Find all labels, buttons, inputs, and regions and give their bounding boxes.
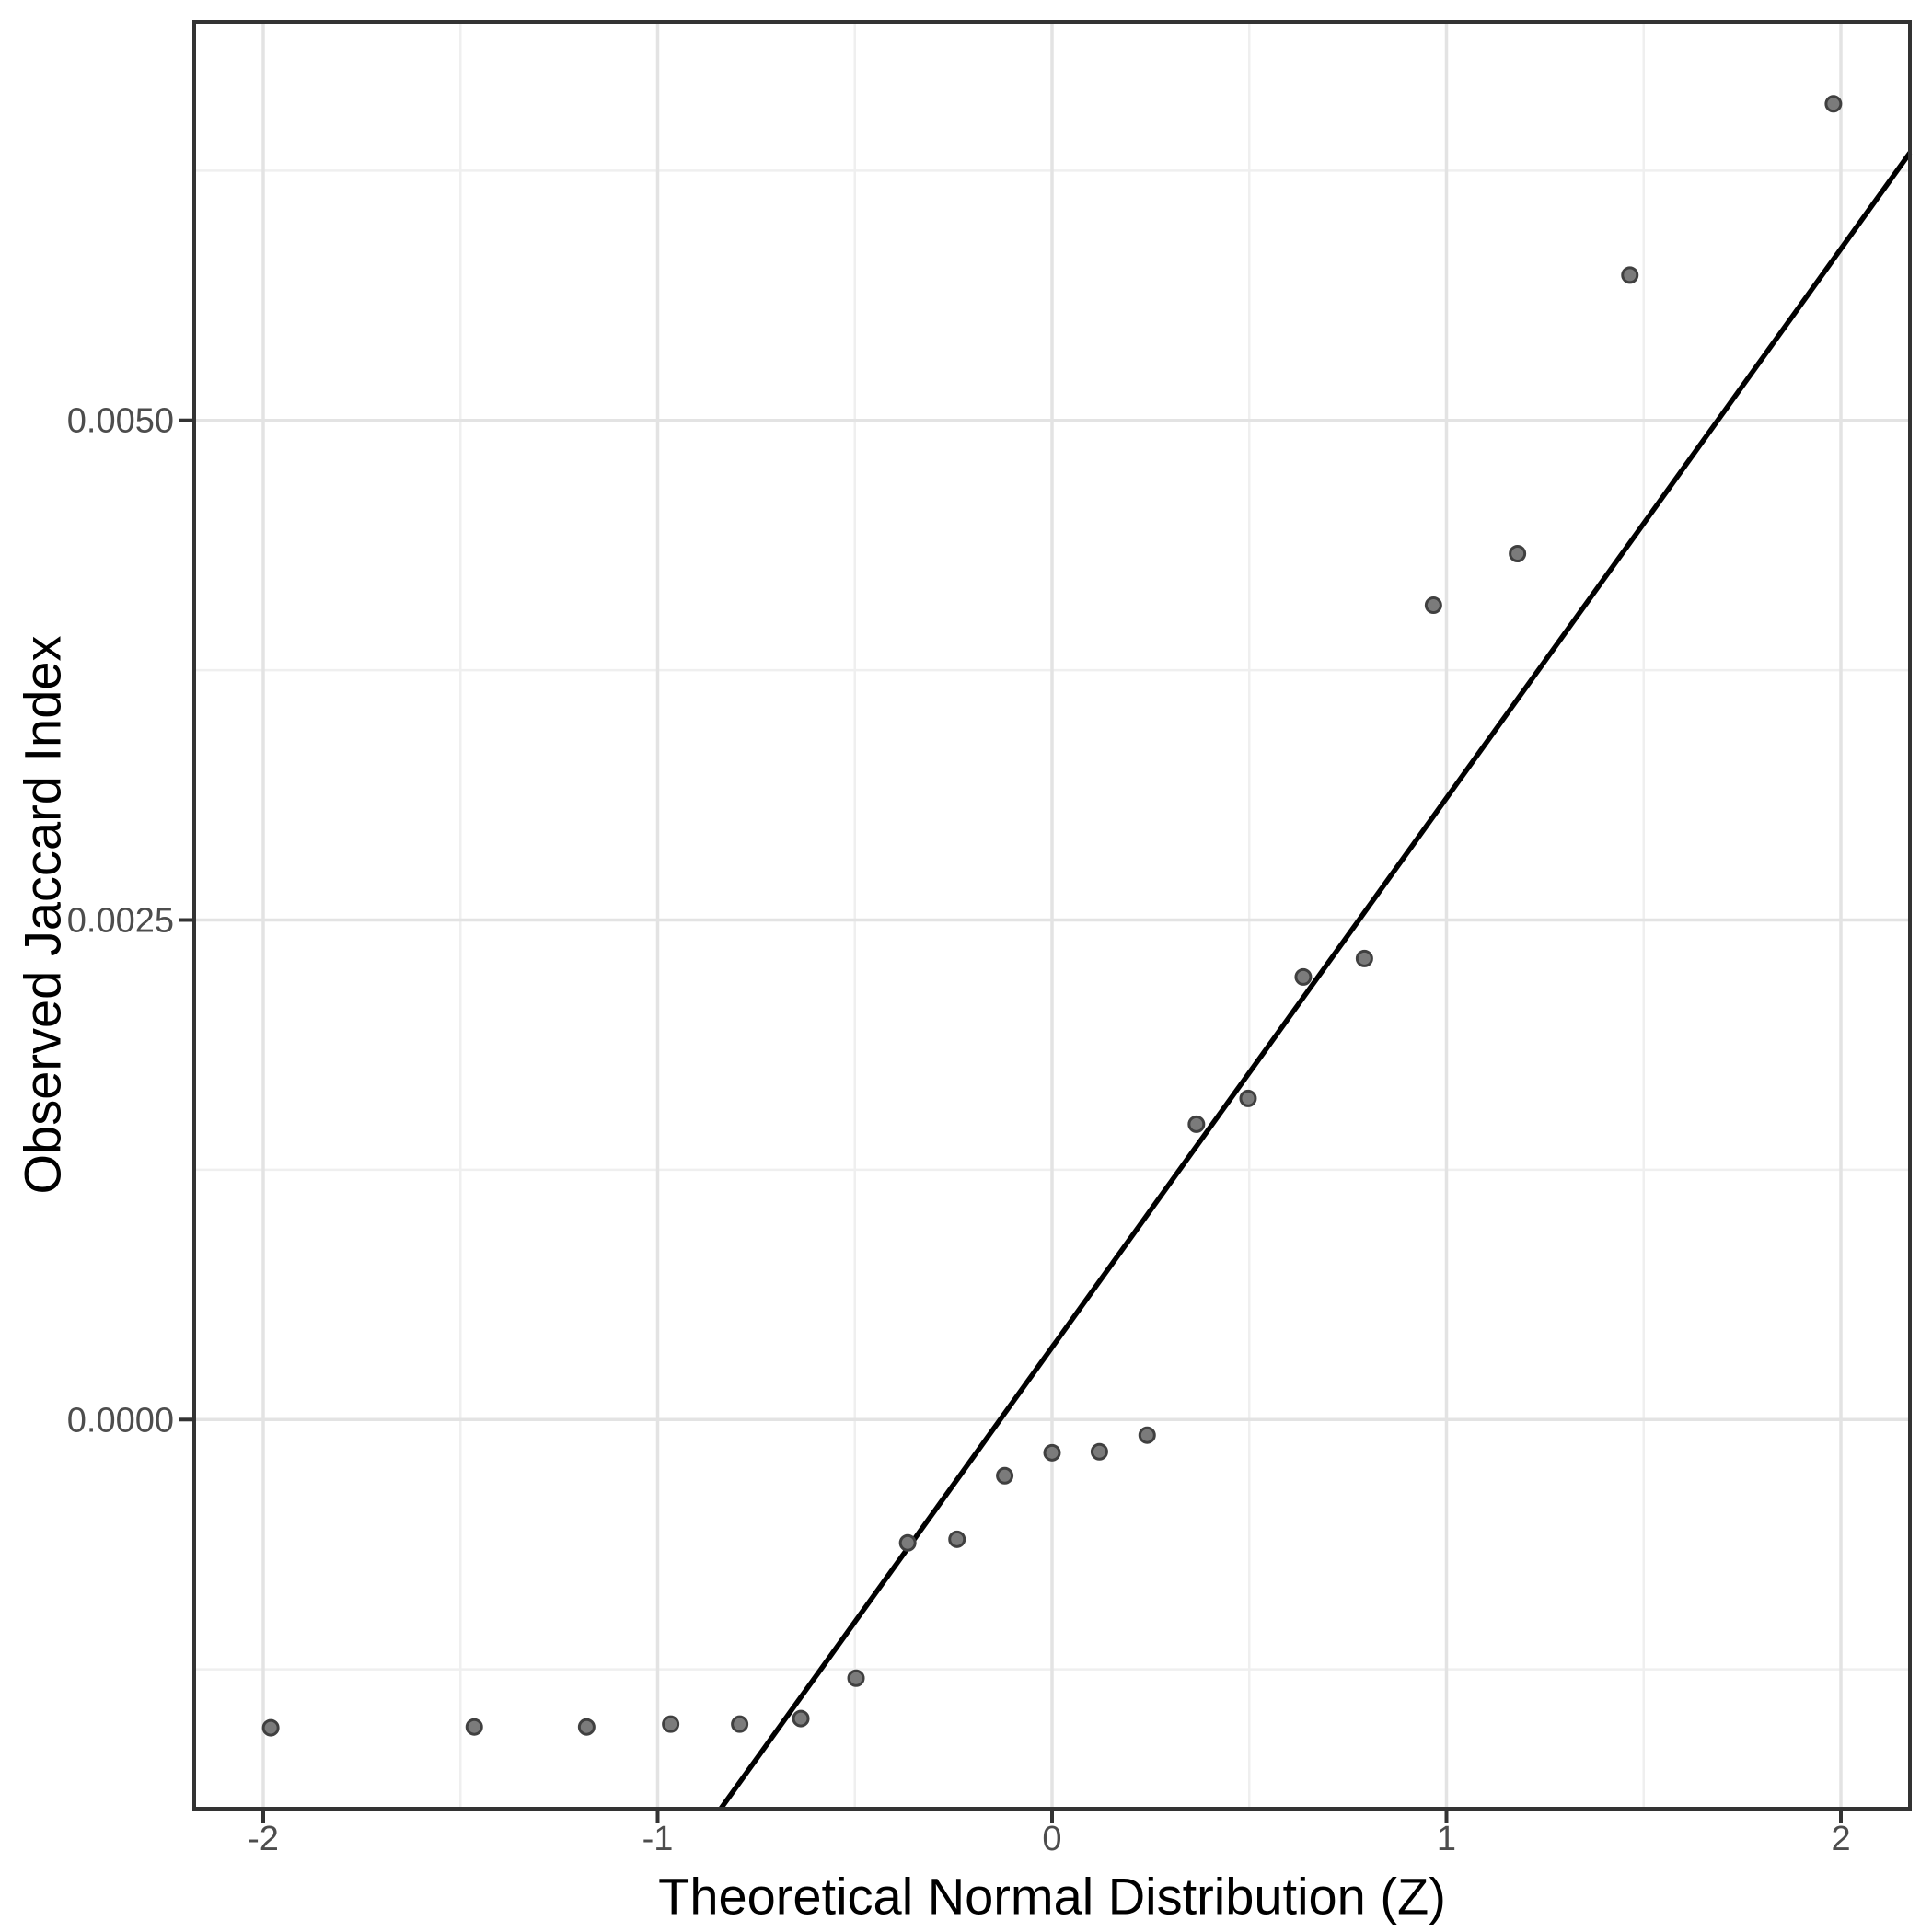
data-point <box>898 1533 917 1552</box>
data-point <box>1509 545 1527 563</box>
data-point <box>1621 266 1639 284</box>
x-axis-title: Theoretical Normal Distribution (Z) <box>658 1867 1446 1926</box>
data-point <box>792 1709 810 1728</box>
x-tick-label: 2 <box>1831 1820 1850 1858</box>
data-point <box>662 1715 680 1733</box>
data-point <box>847 1669 865 1687</box>
x-tick-label: 0 <box>1042 1820 1061 1858</box>
data-point <box>1355 949 1373 967</box>
data-point <box>577 1718 596 1736</box>
qq-reference-line <box>718 151 1913 1811</box>
data-point <box>261 1718 280 1737</box>
y-tick-label: 0.0000 <box>67 1401 174 1440</box>
data-point <box>1824 95 1843 113</box>
y-axis-title: Observed Jaccard Index <box>13 635 72 1195</box>
data-point <box>1294 967 1313 986</box>
data-point <box>731 1715 749 1733</box>
x-tick-label: 1 <box>1437 1820 1456 1858</box>
data-point <box>465 1718 483 1736</box>
data-point <box>1043 1443 1061 1462</box>
data-point <box>1187 1115 1206 1133</box>
data-point <box>1424 596 1442 615</box>
x-tick-label: -1 <box>642 1820 674 1858</box>
data-point <box>1138 1426 1156 1444</box>
data-point <box>996 1466 1014 1485</box>
data-point <box>948 1530 966 1548</box>
panel-border <box>192 20 1912 1811</box>
x-tick-label: -2 <box>248 1820 279 1858</box>
y-tick-label: 0.0025 <box>67 901 174 940</box>
y-tick-label: 0.0050 <box>67 402 174 441</box>
data-point <box>1090 1442 1108 1461</box>
data-point <box>1239 1089 1257 1107</box>
